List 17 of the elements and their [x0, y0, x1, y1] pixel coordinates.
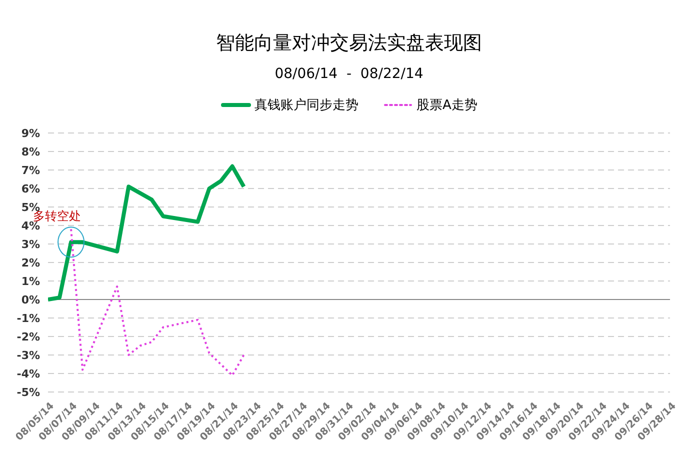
- y-tick-label: 1%: [21, 274, 40, 288]
- y-tick-label: -2%: [16, 330, 40, 344]
- y-tick-label: 3%: [21, 238, 40, 251]
- y-tick-label: -5%: [16, 386, 40, 399]
- y-tick-label: 6%: [21, 182, 40, 196]
- y-tick-label: 7%: [21, 164, 40, 177]
- chart-title: 智能向量对冲交易法实盘表现图: [215, 31, 483, 56]
- y-tick-label: 2%: [21, 256, 40, 270]
- y-tick-label: -3%: [16, 348, 40, 362]
- legend-label: 股票A走势: [416, 97, 478, 114]
- y-tick-label: 9%: [21, 126, 40, 140]
- legend-label: 真钱账户同步走势: [254, 97, 359, 114]
- y-tick-label: -1%: [16, 312, 40, 325]
- y-tick-label: 0%: [21, 293, 40, 306]
- chart-subtitle: 08/06/14 - 08/22/14: [274, 66, 424, 82]
- y-tick-label: 8%: [21, 145, 40, 158]
- y-tick-label: -4%: [16, 367, 40, 380]
